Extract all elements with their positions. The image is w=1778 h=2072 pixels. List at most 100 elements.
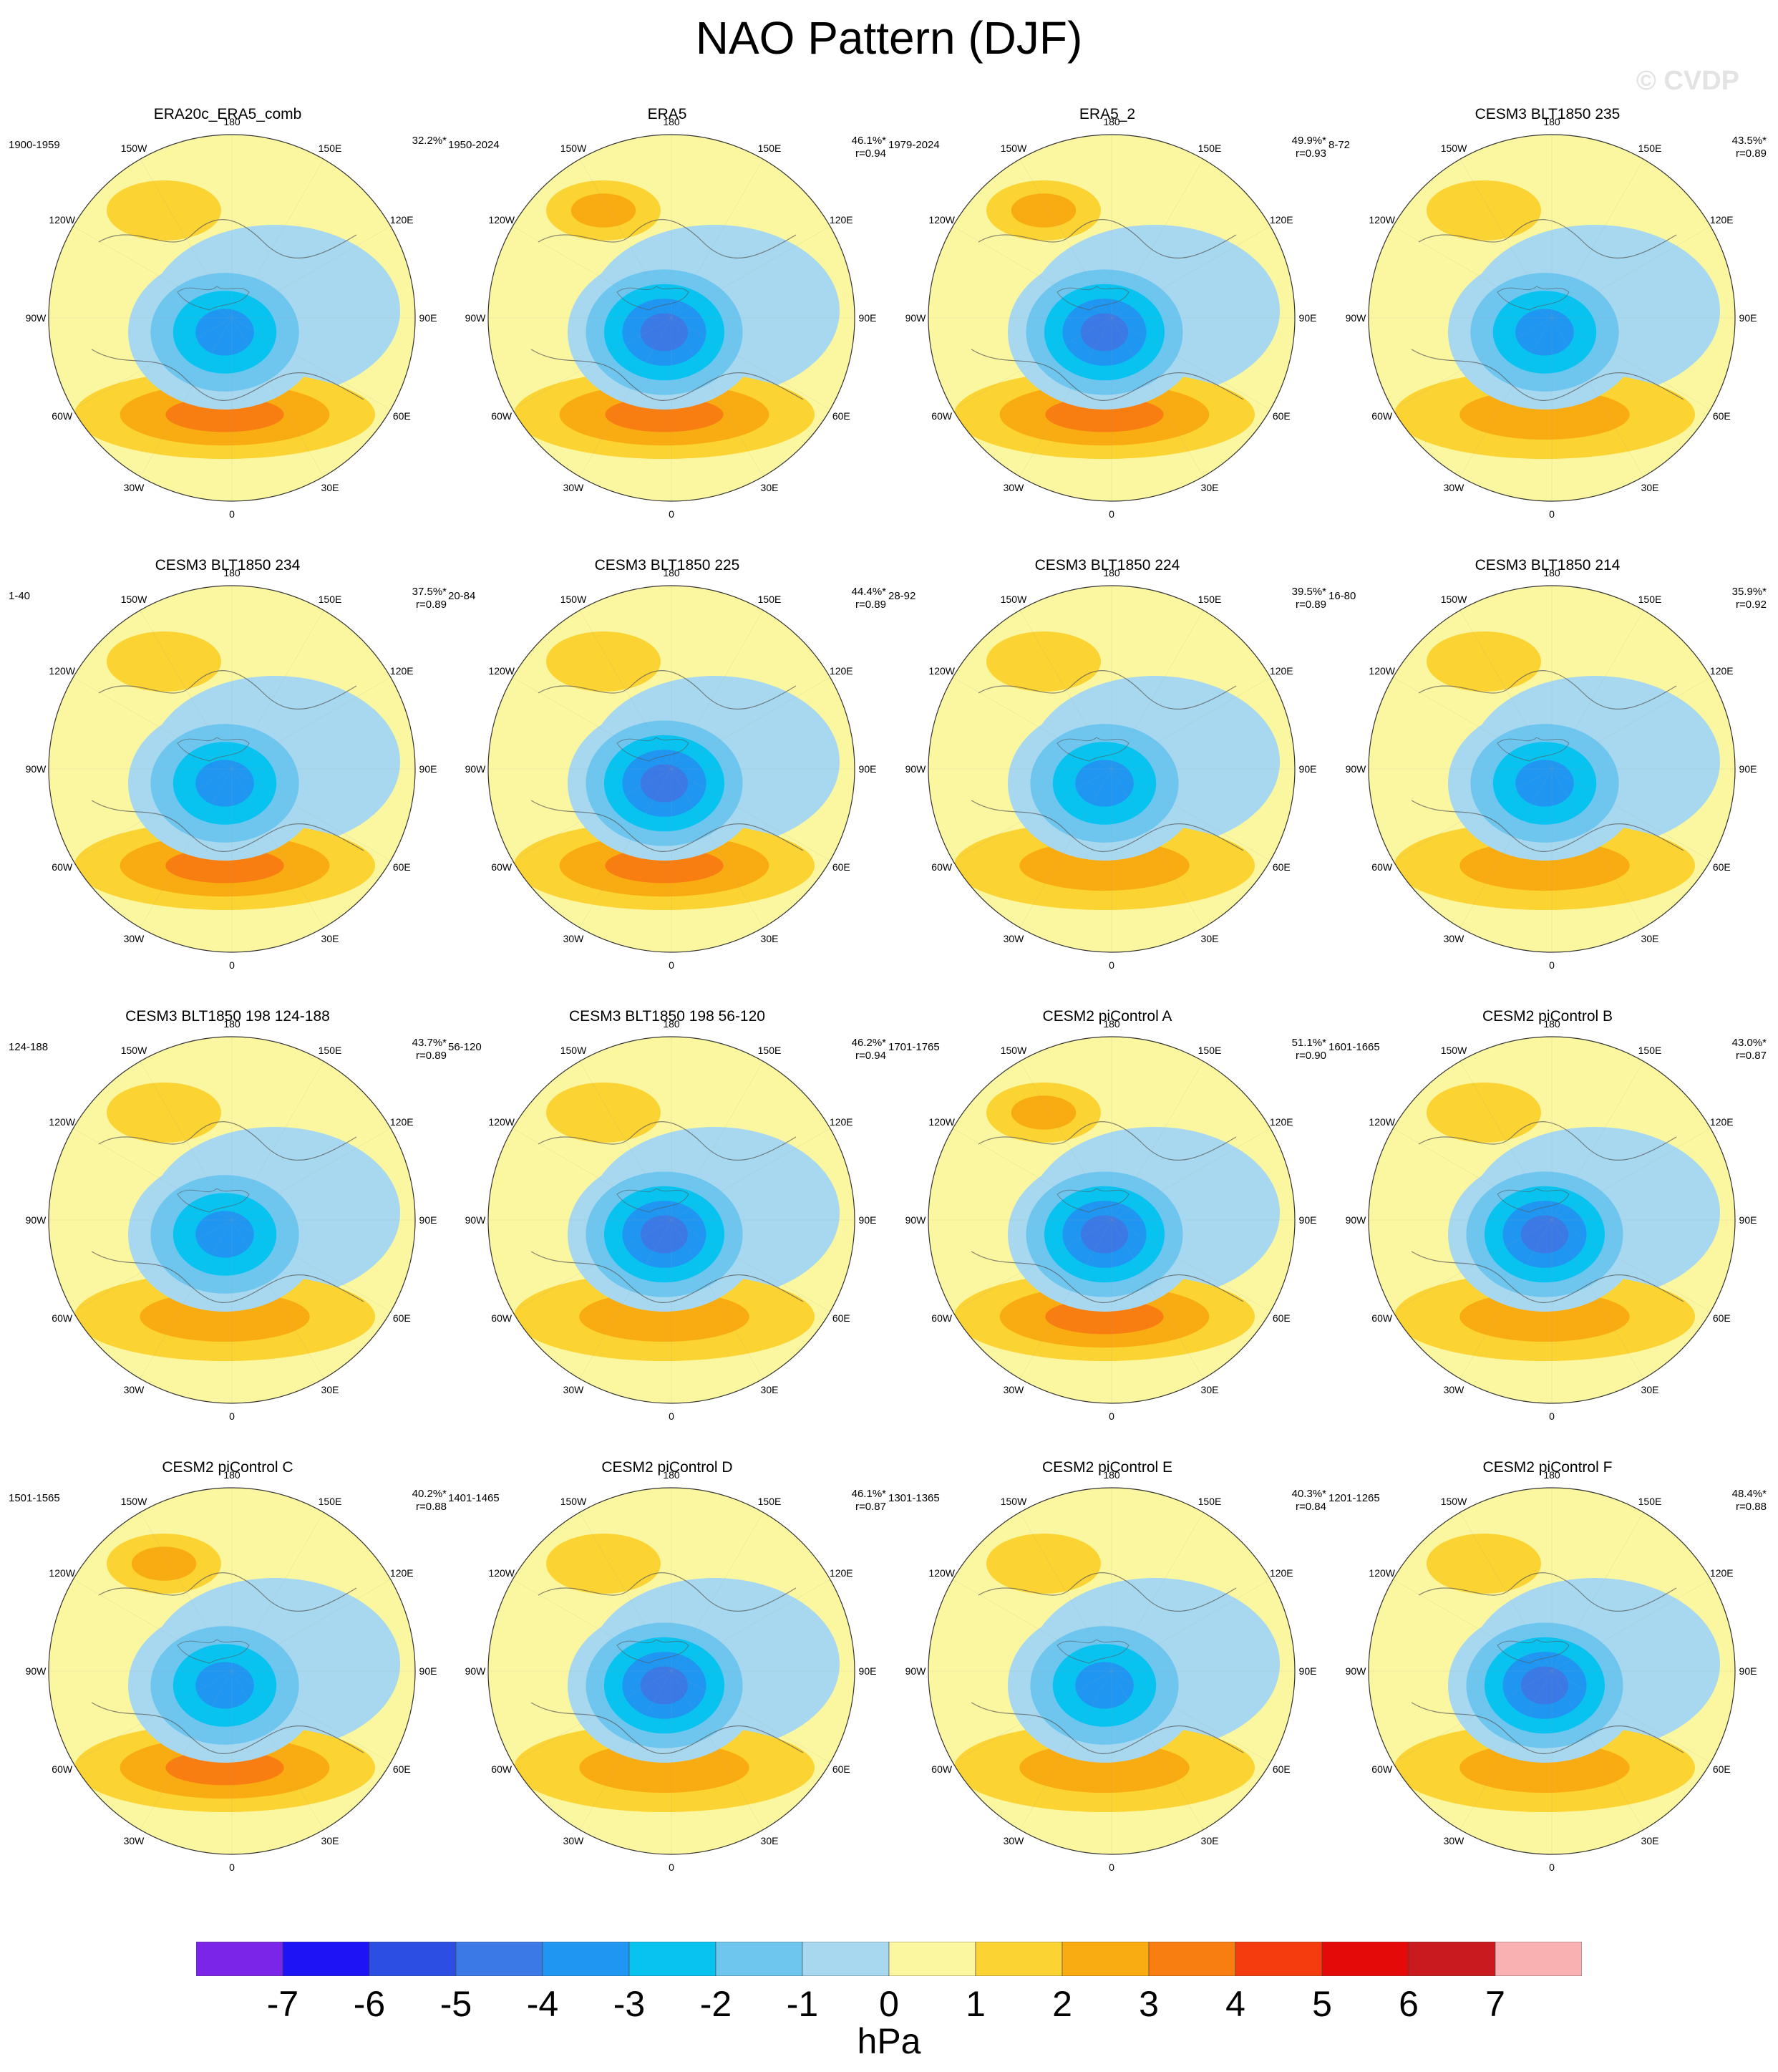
longitude-label: 150W (1440, 142, 1467, 154)
longitude-label: 60E (392, 861, 411, 873)
contour-level (1427, 1083, 1541, 1143)
map-panel: CESM3 BLT1850 235 8-72 43.5%* r=0.89 180 150E… (1326, 106, 1769, 551)
longitude-label: 90E (1298, 1665, 1317, 1677)
longitude-label: 120W (488, 665, 515, 677)
colorbar-tick-label: 1 (966, 1984, 986, 2024)
colorbar-tick-label: 0 (879, 1984, 899, 2024)
longitude-label: 90W (25, 1665, 47, 1677)
map-border (48, 134, 416, 502)
contour-level (546, 631, 661, 692)
longitude-label: 60E (1272, 1763, 1291, 1775)
longitude-label: 150W (1000, 1495, 1027, 1507)
map-panel: CESM2 piControl C 1501-1565 40.2%* r=0.88 18… (6, 1459, 450, 1904)
longitude-label: 90W (465, 763, 486, 775)
panel-period: 1950-2024 (448, 139, 500, 151)
longitude-label: 90E (1739, 312, 1757, 324)
colorbar-swatch (888, 1942, 976, 1976)
panel-title: CESM3 BLT1850 198 124-188 (125, 1008, 330, 1025)
longitude-label: 120W (928, 214, 955, 226)
pattern-correlation: r=0.90 (1296, 1050, 1326, 1062)
longitude-label: 60W (52, 1312, 73, 1324)
variance-explained: 46.2%* (851, 1037, 886, 1049)
longitude-label: 150E (1638, 593, 1662, 605)
panel-period: 1601-1665 (1328, 1041, 1380, 1053)
longitude-label: 150E (1198, 142, 1222, 154)
longitude-label: 120E (389, 1567, 414, 1579)
polar-map (48, 1487, 416, 1855)
coastline (1418, 670, 1677, 710)
colorbar-tick-label: 7 (1485, 1984, 1505, 2024)
longitude-label: 150E (1638, 1495, 1662, 1507)
longitude-label: 90E (419, 312, 437, 324)
panel-stats: 49.9%* r=0.93 (1292, 135, 1326, 160)
longitude-label: 60W (931, 1312, 953, 1324)
coastline (98, 1121, 357, 1161)
contour-level (195, 1662, 254, 1709)
longitude-label: 60E (832, 1763, 850, 1775)
polar-map (1368, 134, 1736, 502)
longitude-label: 180 (663, 1469, 680, 1481)
longitude-label: 60E (1712, 410, 1731, 422)
colorbar-tick-label: -7 (266, 1984, 299, 2024)
units-label: hPa (857, 2021, 921, 2061)
longitude-label: 60W (52, 861, 73, 873)
longitude-label: 30W (563, 1384, 584, 1396)
longitude-label: 120W (488, 1567, 515, 1579)
longitude-label: 60W (931, 1763, 953, 1775)
longitude-label: 150E (757, 1495, 782, 1507)
longitude-label: 120W (1369, 1116, 1395, 1128)
panel-stats: 39.5%* r=0.89 (1292, 586, 1326, 611)
contour-level (986, 631, 1101, 692)
longitude-label: 90E (419, 1214, 437, 1226)
longitude-label: 60W (491, 410, 512, 422)
longitude-label: 120E (829, 1116, 853, 1128)
longitude-label: 90E (858, 1214, 877, 1226)
map-border (928, 1487, 1296, 1855)
longitude-label: 30E (760, 1835, 779, 1847)
map-panel: CESM2 piControl F 1201-1265 48.4%* r=0.88 18… (1326, 1459, 1769, 1904)
map-panel: CESM3 BLT1850 225 20-84 44.4%* r=0.89 180 150… (445, 557, 889, 1002)
longitude-label: 180 (663, 1018, 680, 1030)
variance-explained: 43.0%* (1731, 1037, 1767, 1049)
longitude-label: 30W (123, 482, 145, 494)
map-panel: ERA5_2 1979-2024 49.9%* r=0.93 180 150E 120E 90… (885, 106, 1329, 551)
coastline (91, 349, 364, 401)
map-panel: CESM2 piControl E 1301-1365 40.3%* r=0.84 18… (885, 1459, 1329, 1904)
longitude-label: 90E (1298, 763, 1317, 775)
longitude-label: 180 (223, 567, 241, 578)
longitude-label: 150E (1198, 1495, 1222, 1507)
polar-map (928, 585, 1296, 953)
coastline (98, 670, 357, 710)
longitude-label: 120W (49, 1116, 75, 1128)
polar-map (928, 134, 1296, 502)
colorbar-swatch (1062, 1942, 1150, 1976)
longitude-label: 120W (928, 1567, 955, 1579)
coastline (1418, 1572, 1677, 1612)
contour-level (1520, 1666, 1569, 1705)
longitude-label: 30E (321, 933, 339, 945)
longitude-label: 90E (1298, 1214, 1317, 1226)
panel-title: CESM2 piControl C (162, 1459, 293, 1476)
colorbar-swatch (196, 1942, 283, 1976)
longitude-label: 150W (120, 142, 147, 154)
coastline (616, 1639, 689, 1664)
longitude-label: 120E (1269, 1567, 1293, 1579)
colorbar-swatch (1235, 1942, 1323, 1976)
panel-title: CESM2 piControl A (1042, 1008, 1172, 1025)
longitude-label: 150E (318, 1044, 342, 1056)
longitude-label: 120W (49, 665, 75, 677)
coastline (978, 670, 1237, 710)
map-border (487, 1036, 855, 1404)
longitude-label: 60E (1712, 1312, 1731, 1324)
longitude-label: 0 (1549, 959, 1555, 971)
longitude-label: 150W (1000, 142, 1027, 154)
longitude-label: 180 (663, 567, 680, 578)
longitude-label: 150E (757, 593, 782, 605)
contour-level (1011, 193, 1077, 228)
panel-stats: 44.4%* r=0.89 (852, 586, 886, 611)
longitude-label: 30E (760, 482, 779, 494)
panel-title: CESM3 BLT1850 224 (1034, 557, 1180, 573)
longitude-label: 150W (120, 1044, 147, 1056)
contour-level (1459, 1742, 1630, 1793)
pattern-correlation: r=0.94 (855, 1050, 886, 1062)
